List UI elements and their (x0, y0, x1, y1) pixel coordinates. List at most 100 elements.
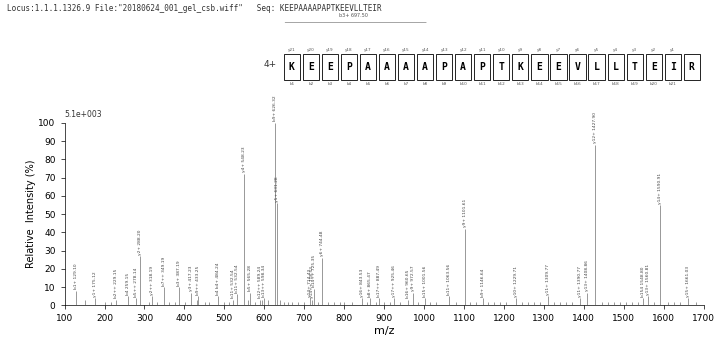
Text: y16: y16 (383, 48, 391, 52)
FancyBboxPatch shape (284, 54, 300, 80)
Text: y20: y20 (307, 48, 314, 52)
Text: y7: y7 (556, 48, 561, 52)
Text: y13+ 1408.86: y13+ 1408.86 (585, 260, 589, 291)
Text: b16: b16 (574, 82, 582, 86)
Text: b7++ 349.19: b7++ 349.19 (162, 257, 166, 286)
FancyBboxPatch shape (684, 54, 700, 80)
Text: y11+ 1309.77: y11+ 1309.77 (546, 264, 550, 295)
Text: y5+ 631.28: y5+ 631.28 (275, 176, 279, 202)
Text: y14++ 718.53: y14++ 718.53 (309, 266, 314, 298)
Text: b4: b4 (347, 82, 352, 86)
Text: y15: y15 (402, 48, 410, 52)
Text: b20: b20 (650, 82, 658, 86)
FancyBboxPatch shape (360, 54, 376, 80)
Text: b5++ 278.14: b5++ 278.14 (134, 267, 138, 297)
Text: E: E (556, 62, 561, 72)
FancyBboxPatch shape (436, 54, 452, 80)
Y-axis label: Relative  Intensity (%): Relative Intensity (%) (26, 160, 36, 269)
Text: b11: b11 (478, 82, 486, 86)
Text: b17++ 887.49: b17++ 887.49 (377, 265, 381, 297)
Text: y1+ 175.12: y1+ 175.12 (93, 271, 97, 297)
Text: y12+ 1427.90: y12+ 1427.90 (593, 112, 597, 143)
Text: K: K (518, 62, 523, 72)
Text: b16+ 960.65: b16+ 960.65 (406, 270, 411, 298)
Text: y15+ 1661.03: y15+ 1661.03 (686, 265, 690, 297)
FancyBboxPatch shape (341, 54, 357, 80)
Text: b13++ 598.34: b13++ 598.34 (261, 265, 266, 297)
Text: y17++ 925.46: y17++ 925.46 (392, 265, 396, 297)
Text: b10: b10 (460, 82, 467, 86)
Text: A: A (460, 62, 466, 72)
Text: b17: b17 (592, 82, 600, 86)
Text: y4+ 548.23: y4+ 548.23 (242, 147, 246, 172)
FancyBboxPatch shape (303, 54, 319, 80)
Text: y14+ 1590.91: y14+ 1590.91 (658, 172, 662, 204)
Text: b5+ 565.28: b5+ 565.28 (248, 265, 253, 291)
FancyBboxPatch shape (665, 54, 681, 80)
Text: b13: b13 (516, 82, 524, 86)
Text: P: P (480, 62, 485, 72)
Text: L: L (612, 62, 618, 72)
Text: A: A (365, 62, 371, 72)
Text: y5: y5 (594, 48, 599, 52)
Text: b15+ 1001.56: b15+ 1001.56 (423, 265, 426, 297)
Text: b3+ 697.50: b3+ 697.50 (339, 13, 368, 18)
Text: y4: y4 (613, 48, 618, 52)
FancyBboxPatch shape (607, 54, 624, 80)
FancyBboxPatch shape (398, 54, 414, 80)
Text: y9+ 972.57: y9+ 972.57 (411, 265, 415, 291)
Text: 4+: 4+ (264, 60, 276, 69)
Text: y14+ 714.43: y14+ 714.43 (308, 269, 312, 297)
Text: b11+ 532.54: b11+ 532.54 (236, 264, 239, 293)
Text: y9: y9 (518, 48, 523, 52)
Text: b3: b3 (327, 82, 332, 86)
FancyBboxPatch shape (589, 54, 605, 80)
Text: A: A (404, 62, 409, 72)
FancyBboxPatch shape (627, 54, 643, 80)
FancyBboxPatch shape (513, 54, 528, 80)
Text: y13+ 1560.81: y13+ 1560.81 (646, 264, 650, 295)
Text: b8+ 865.47: b8+ 865.47 (368, 271, 373, 297)
Text: y8: y8 (537, 48, 542, 52)
Text: b6: b6 (384, 82, 390, 86)
Text: b14: b14 (536, 82, 544, 86)
Text: y6: y6 (575, 48, 580, 52)
Text: b5: b5 (365, 82, 370, 86)
Text: L: L (594, 62, 600, 72)
Text: y18: y18 (345, 48, 353, 52)
Text: T: T (498, 62, 504, 72)
Text: b154 1548.80: b154 1548.80 (641, 266, 645, 297)
Text: b15: b15 (554, 82, 562, 86)
Text: b4 b4+ 484.24: b4 b4+ 484.24 (216, 262, 220, 295)
Text: b9+ 1146.64: b9+ 1146.64 (480, 268, 485, 297)
Text: A: A (384, 62, 390, 72)
Text: b2: b2 (308, 82, 314, 86)
Text: b9+ 626.32: b9+ 626.32 (273, 96, 277, 121)
FancyBboxPatch shape (379, 54, 395, 80)
Text: y21: y21 (288, 48, 296, 52)
FancyBboxPatch shape (551, 54, 567, 80)
Text: V: V (574, 62, 580, 72)
Text: y16+ 843.53: y16+ 843.53 (360, 268, 363, 297)
Text: y14: y14 (421, 48, 429, 52)
Text: y6+ 744.48: y6+ 744.48 (320, 231, 324, 257)
Text: y2: y2 (651, 48, 656, 52)
FancyBboxPatch shape (645, 54, 662, 80)
Text: E: E (536, 62, 542, 72)
Text: b7: b7 (404, 82, 409, 86)
FancyBboxPatch shape (322, 54, 338, 80)
Text: b18: b18 (612, 82, 620, 86)
Text: A: A (422, 62, 428, 72)
Text: b2++ 229.15: b2++ 229.15 (114, 269, 118, 298)
Text: b11+ 532.54: b11+ 532.54 (231, 270, 236, 298)
FancyBboxPatch shape (455, 54, 471, 80)
Text: K: K (289, 62, 295, 72)
Text: E: E (308, 62, 314, 72)
Text: y3: y3 (632, 48, 637, 52)
Text: b3+ 387.19: b3+ 387.19 (177, 260, 182, 286)
Text: y2+ 288.20: y2+ 288.20 (138, 229, 141, 254)
Text: Locus:1.1.1.1326.9 File:"20180624_001_gel_csb.wiff"   Seq: KEEPAAAAPAPTKEEVLLTEI: Locus:1.1.1.1326.9 File:"20180624_001_ge… (7, 4, 382, 13)
Text: y10+ 1229.71: y10+ 1229.71 (514, 266, 518, 297)
Text: b1: b1 (289, 82, 294, 86)
Text: E: E (327, 62, 333, 72)
